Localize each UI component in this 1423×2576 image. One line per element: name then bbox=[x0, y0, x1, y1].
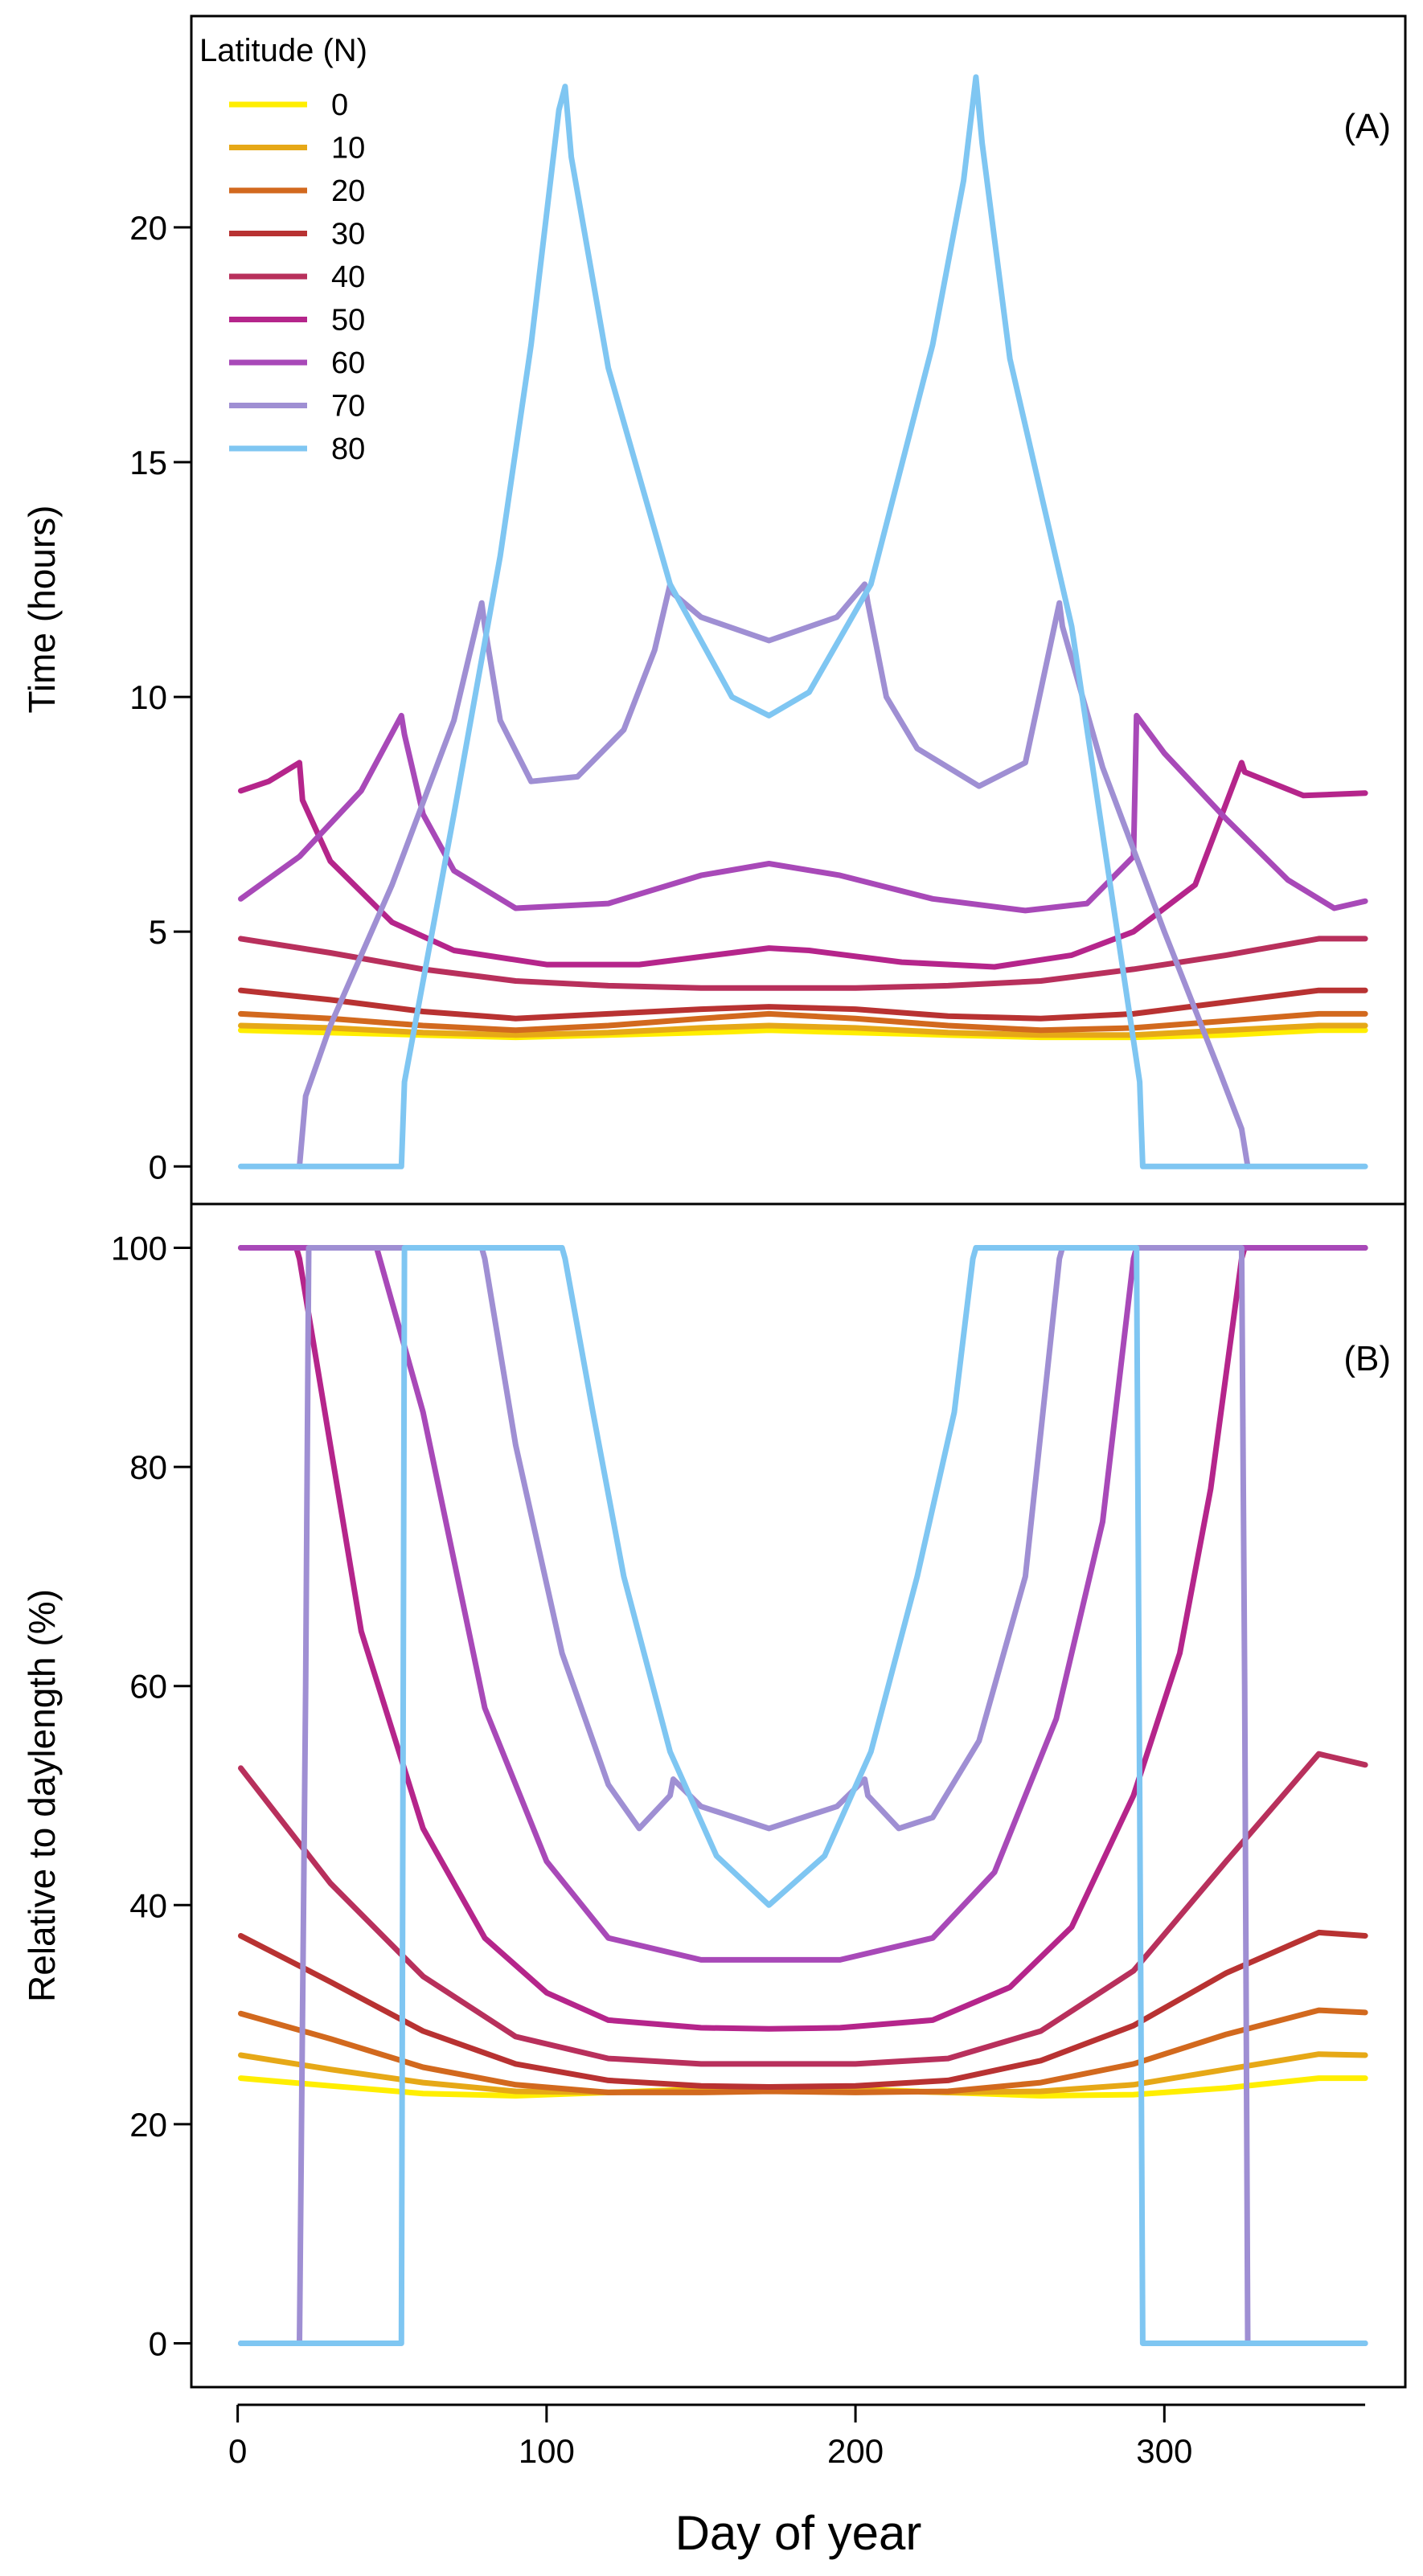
y-tick-label-panel-b: 80 bbox=[129, 1448, 167, 1486]
legend-label-lat-50: 50 bbox=[331, 304, 365, 338]
series-line-panel-b-lat-40 bbox=[238, 1751, 1368, 2067]
panel-a-ylabel: Time (hours) bbox=[21, 506, 63, 714]
series-line-panel-a-lat-20 bbox=[238, 1010, 1368, 1034]
series-line-panel-b-lat-20 bbox=[238, 2007, 1368, 2095]
legend: Latitude (N) 0 10 20 30 40 50 60 70 80 bbox=[199, 33, 367, 466]
legend-label-lat-60: 60 bbox=[331, 346, 365, 380]
legend-label-lat-70: 70 bbox=[331, 390, 365, 424]
x-tick-label: 0 bbox=[228, 2432, 247, 2470]
series-line-panel-a-lat-10 bbox=[238, 1022, 1368, 1038]
legend-label-lat-20: 20 bbox=[331, 174, 365, 208]
y-tick-label-panel-b: 40 bbox=[129, 1886, 167, 1924]
legend-title: Latitude (N) bbox=[199, 33, 367, 68]
x-tick-label: 200 bbox=[827, 2432, 884, 2470]
series-line-panel-a-lat-70 bbox=[297, 581, 1251, 1169]
series-line-panel-a-lat-40 bbox=[238, 936, 1368, 991]
panel-a-series bbox=[238, 74, 1368, 1169]
x-tick-label: 300 bbox=[1136, 2432, 1192, 2470]
series-line-panel-a-lat-30 bbox=[238, 987, 1368, 1022]
panel-a-label: (A) bbox=[1343, 107, 1391, 146]
y-tick-label-panel-b: 0 bbox=[149, 2324, 167, 2362]
series-line-panel-b-lat-80 bbox=[238, 1245, 1368, 2346]
legend-label-lat-0: 0 bbox=[331, 88, 348, 122]
series-line-panel-b-lat-30 bbox=[238, 1929, 1368, 2090]
panel-b-series bbox=[238, 1245, 1368, 2346]
panel-b-label: (B) bbox=[1343, 1339, 1391, 1378]
series-line-panel-a-lat-80 bbox=[238, 74, 1368, 1169]
legend-label-lat-30: 30 bbox=[331, 218, 365, 252]
legend-label-lat-80: 80 bbox=[331, 432, 365, 466]
legend-label-lat-40: 40 bbox=[331, 260, 365, 294]
series-line-panel-b-lat-60 bbox=[238, 1245, 1368, 1963]
legend-label-lat-10: 10 bbox=[331, 132, 365, 166]
y-tick-label-panel-a: 10 bbox=[129, 678, 167, 716]
series-line-panel-a-lat-50 bbox=[238, 760, 1368, 970]
y-tick-label-panel-a: 20 bbox=[129, 209, 167, 247]
series-line-panel-b-lat-70 bbox=[238, 1245, 1368, 2346]
x-axis-title: Day of year bbox=[675, 2506, 922, 2560]
y-tick-label-panel-b: 100 bbox=[111, 1230, 167, 1268]
panel-b-ylabel: Relative to daylength (%) bbox=[21, 1589, 63, 2002]
panel-b-frame bbox=[190, 1202, 1407, 2389]
y-tick-label-panel-b: 20 bbox=[129, 2106, 167, 2144]
y-tick-label-panel-a: 5 bbox=[149, 913, 167, 951]
y-tick-label-panel-b: 60 bbox=[129, 1668, 167, 1706]
series-line-panel-a-lat-60 bbox=[238, 712, 1368, 914]
series-line-panel-b-lat-50 bbox=[238, 1245, 1368, 2032]
x-tick-label: 100 bbox=[519, 2432, 575, 2470]
y-tick-label-panel-a: 0 bbox=[149, 1148, 167, 1186]
y-tick-label-panel-a: 15 bbox=[129, 444, 167, 481]
